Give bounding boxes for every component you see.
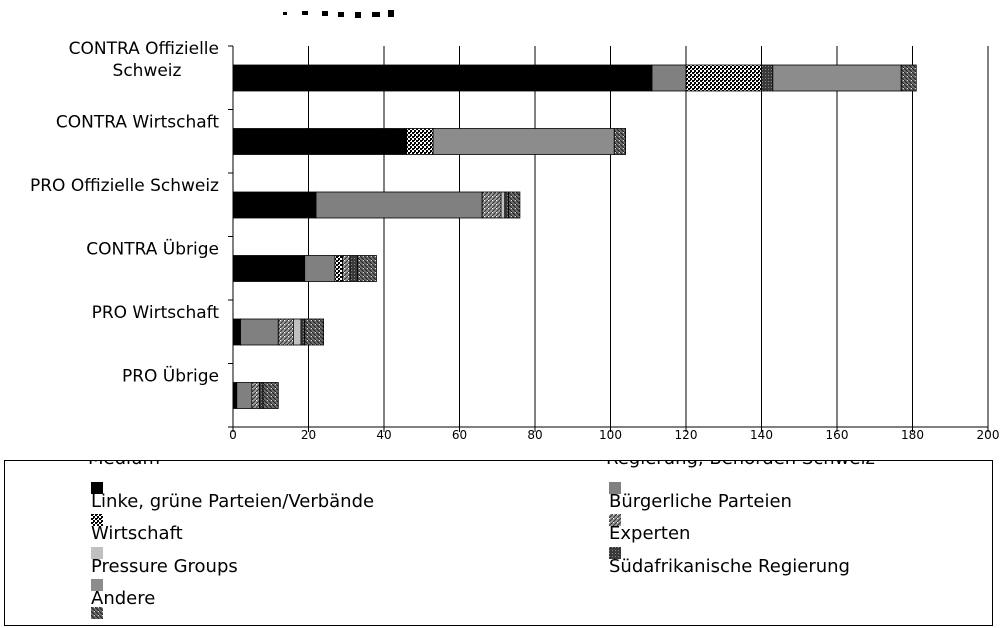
legend-swatch (91, 547, 103, 559)
legend-swatch (609, 482, 621, 494)
bar-segment (500, 191, 506, 219)
legend-swatch (91, 482, 103, 494)
legend-label: Südafrikanische Regierung (609, 556, 850, 577)
bar-segment (481, 191, 502, 219)
x-tick-label: 40 (376, 428, 391, 442)
legend-swatch (91, 607, 103, 619)
category-label: CONTRA Übrige (86, 238, 219, 260)
bar-segment (259, 382, 264, 409)
legend-swatch (609, 547, 621, 559)
legend-label: Experten (609, 523, 691, 544)
bar-segment (232, 255, 306, 282)
gridlines (308, 46, 989, 427)
category-label: Schweiz (113, 61, 182, 81)
bar-segment (232, 64, 653, 92)
bar-segment (508, 191, 521, 219)
bar-segment (232, 128, 408, 155)
bar-segment (685, 64, 762, 92)
bar-segment (334, 255, 343, 282)
x-tick-label: 200 (977, 428, 1000, 442)
title-fragment (283, 10, 394, 18)
x-tick-label: 80 (527, 428, 542, 442)
bar-segment (277, 318, 294, 346)
x-tick-label: 100 (599, 428, 622, 442)
category-label: PRO Offizielle Schweiz (30, 176, 219, 196)
legend-label: Linke, grüne Parteien/Verbände (91, 491, 375, 512)
bar-segment (240, 318, 279, 346)
legend-label: Andere (91, 588, 156, 609)
bar-segment (292, 318, 302, 346)
bar-segment (304, 318, 325, 346)
bar-segment (232, 318, 241, 346)
x-tick-label: 20 (301, 428, 316, 442)
category-label: PRO Wirtschaft (92, 303, 220, 323)
bar-segment (236, 382, 253, 409)
bar-segment (349, 255, 358, 282)
category-label: CONTRA Offizielle (69, 39, 219, 59)
bar-segment (504, 191, 509, 219)
bar-segment (262, 382, 279, 409)
x-tick-label: 120 (675, 428, 698, 442)
x-tick-label: 140 (750, 428, 773, 442)
legend: Medium Regierung, Behörden Schweiz Linke… (4, 460, 993, 626)
legend-swatch (609, 514, 621, 526)
bar-segment (304, 255, 336, 282)
legend-swatch (91, 579, 103, 591)
x-tick-label: 60 (452, 428, 467, 442)
bars (232, 64, 917, 409)
bar-segment (406, 128, 434, 155)
bar-segment (232, 191, 317, 219)
bar-segment (342, 255, 351, 282)
x-tick-labels: 0 20 40 60 80 100 120 140 160 180 200 (229, 428, 999, 442)
axes (228, 45, 989, 432)
bar-segment (761, 64, 774, 92)
x-tick-label: 160 (826, 428, 849, 442)
bar-segment (432, 128, 615, 155)
category-label: PRO Übrige (122, 365, 219, 387)
bar-segment (900, 64, 917, 92)
legend-label: Bürgerliche Parteien (609, 491, 792, 512)
bar-segment (651, 64, 687, 92)
bar-segment (772, 64, 902, 92)
x-tick-label: 180 (901, 428, 924, 442)
bar-segment (315, 191, 483, 219)
legend-clipped-label: Regierung, Behörden Schweiz (606, 461, 875, 469)
legend-label: Pressure Groups (91, 556, 238, 577)
bar-segment (300, 318, 306, 346)
category-label: CONTRA Wirtschaft (56, 113, 219, 133)
legend-clipped-label: Medium (88, 461, 160, 469)
bar-segment (251, 382, 260, 409)
bar-segment (613, 128, 627, 155)
bar-segment (232, 382, 238, 409)
bar-segment (357, 255, 377, 282)
legend-swatch (91, 514, 103, 526)
legend-label: Wirtschaft (91, 523, 183, 544)
x-tick-label: 0 (229, 428, 237, 442)
